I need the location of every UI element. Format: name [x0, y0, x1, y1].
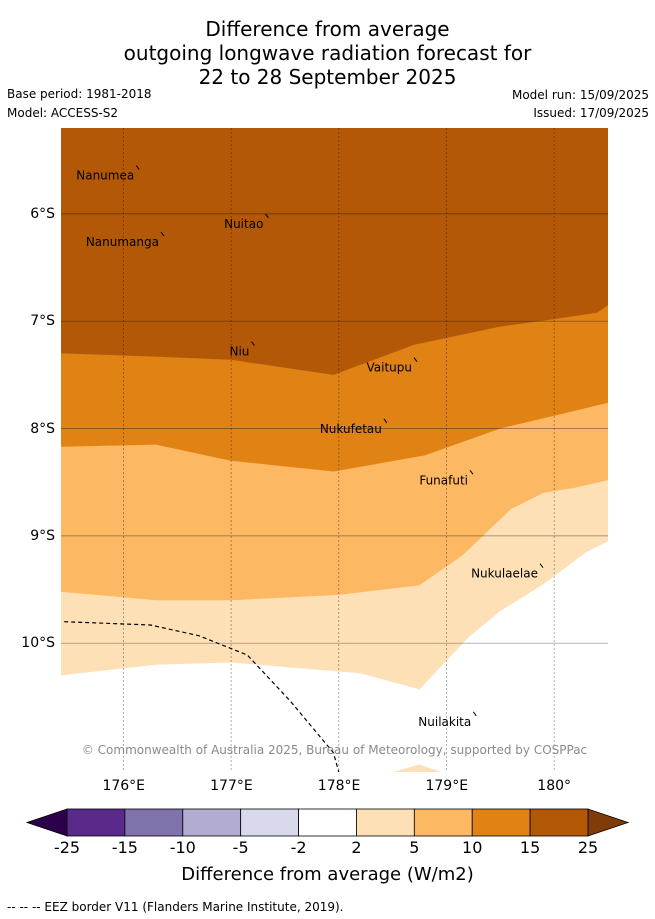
- copyright-text: © Commonwealth of Australia 2025, Bureau…: [82, 743, 587, 757]
- colorbar-segment: [413, 808, 473, 837]
- island-mark: [472, 711, 477, 717]
- latitude-tick-label: 6°S: [30, 205, 55, 222]
- base-period-text: Base period: 1981-2018: [7, 87, 152, 101]
- colorbar-segment: [124, 808, 184, 837]
- colorbar-tick-label: 25: [577, 838, 599, 857]
- longitude-tick-label: 180°: [537, 778, 572, 794]
- place-label: Nuitao: [224, 217, 263, 231]
- colorbar-segment: [298, 808, 357, 837]
- latitude-tick-label: 7°S: [30, 313, 55, 330]
- issued-text: Issued: 17/09/2025: [533, 106, 649, 120]
- colorbar-label: Difference from average (W/m2): [181, 864, 474, 885]
- longitude-tick-label: 179°E: [425, 778, 469, 794]
- island-mark: [265, 213, 269, 219]
- place-label: Funafuti: [419, 473, 468, 487]
- colorbar-segment: [529, 808, 589, 837]
- model-run-text: Model run: 15/09/2025: [511, 88, 649, 102]
- colorbar-underflow-arrow: [25, 808, 68, 837]
- latitude-tick-label: 9°S: [30, 527, 55, 544]
- colorbar-segment: [240, 808, 299, 837]
- longitude-tick-label: 176°E: [102, 778, 146, 794]
- colorbar-tick-label: 15: [519, 838, 541, 857]
- island-mark: [160, 231, 165, 237]
- island-mark: [469, 470, 474, 475]
- colorbar-tick-label: 10: [462, 838, 483, 857]
- colorbar-tick-label: -2: [290, 838, 307, 857]
- place-label: Nanumea: [76, 169, 134, 183]
- island-mark: [251, 341, 255, 346]
- colorbar-overflow-arrow: [587, 808, 630, 837]
- place-label: Vaitupu: [367, 361, 413, 375]
- colorbar-segment: [66, 808, 126, 837]
- eez-border-legend: -- -- -- EEZ border V11 (Flanders Marine…: [7, 900, 344, 914]
- island-mark: [383, 418, 388, 424]
- map-title-line-3: 22 to 28 September 2025: [198, 65, 457, 89]
- place-label: Nukulaelae: [471, 567, 538, 581]
- island-mark: [539, 563, 544, 569]
- longitude-tick-label: 177°E: [210, 778, 253, 794]
- map-title-line-1: Difference from average: [205, 17, 450, 41]
- latitude-tick-label: 8°S: [30, 420, 55, 437]
- place-label: Nanumanga: [86, 235, 159, 249]
- place-label: Nuilakita: [418, 715, 471, 729]
- colorbar-tick-label: 2: [351, 838, 362, 857]
- map-title-line-2: outgoing longwave radiation forecast for: [123, 41, 532, 65]
- colorbar-tick-label: -10: [169, 838, 196, 857]
- band-2-to-5-blob: [392, 764, 442, 772]
- place-label: Nukufetau: [320, 422, 382, 436]
- colorbar-segment: [471, 808, 531, 837]
- place-label: Niu: [230, 345, 250, 359]
- eez-border-line: [64, 621, 340, 772]
- colorbar-segment: [356, 808, 415, 837]
- map-plot-area: Nanumea Nuitao Nanumanga Niu Vaitupu Nukufeta…: [61, 128, 608, 772]
- model-text: Model: ACCESS-S2: [7, 106, 119, 120]
- latitude-tick-label: 10°S: [21, 635, 55, 652]
- island-mark: [135, 165, 140, 170]
- longitude-tick-label: 178°E: [317, 778, 361, 794]
- colorbar-tick-label: 5: [409, 838, 420, 857]
- band-15-to-25: [61, 128, 608, 375]
- island-mark: [413, 357, 418, 362]
- colorbar-tick-label: -15: [111, 838, 138, 857]
- colorbar-tick-label: -5: [232, 838, 249, 857]
- colorbar-tick-label: -25: [53, 838, 81, 857]
- colorbar-segment: [182, 808, 242, 837]
